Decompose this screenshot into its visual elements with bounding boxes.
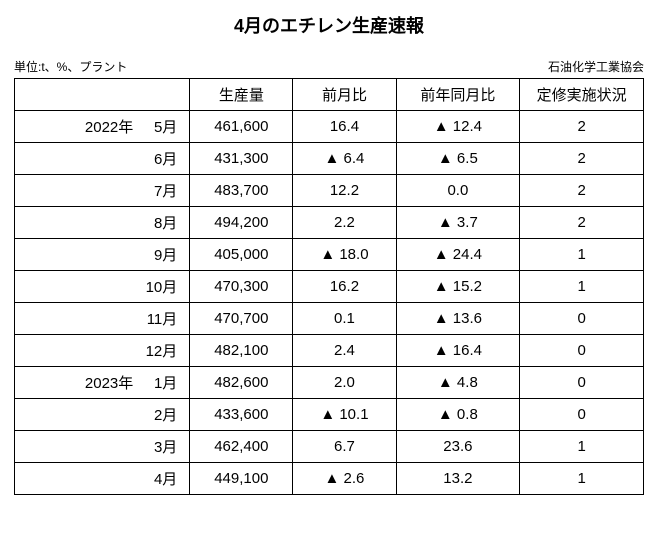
cell-maintenance: 2	[520, 111, 644, 143]
table-row: 2023年1月482,6002.0▲ 4.80	[15, 367, 644, 399]
cell-maintenance: 1	[520, 431, 644, 463]
header-mom: 前月比	[293, 79, 396, 111]
header-period	[15, 79, 190, 111]
cell-period: 12月	[15, 335, 190, 367]
cell-period: 2023年1月	[15, 367, 190, 399]
cell-mom: ▲ 10.1	[293, 399, 396, 431]
cell-yoy: ▲ 24.4	[396, 239, 520, 271]
period-month: 8月	[133, 212, 177, 233]
cell-period: 8月	[15, 207, 190, 239]
cell-yoy: ▲ 12.4	[396, 111, 520, 143]
period-month: 9月	[133, 244, 177, 265]
cell-mom: 0.1	[293, 303, 396, 335]
cell-period: 9月	[15, 239, 190, 271]
period-month: 6月	[133, 148, 177, 169]
cell-period: 10月	[15, 271, 190, 303]
cell-period: 2022年5月	[15, 111, 190, 143]
cell-mom: 2.4	[293, 335, 396, 367]
cell-mom: 12.2	[293, 175, 396, 207]
cell-maintenance: 2	[520, 175, 644, 207]
cell-mom: 2.2	[293, 207, 396, 239]
cell-production: 494,200	[190, 207, 293, 239]
header-yoy: 前年同月比	[396, 79, 520, 111]
cell-yoy: ▲ 4.8	[396, 367, 520, 399]
cell-period: 11月	[15, 303, 190, 335]
table-row: 2月 433,600▲ 10.1▲ 0.80	[15, 399, 644, 431]
cell-production: 482,600	[190, 367, 293, 399]
cell-production: 461,600	[190, 111, 293, 143]
table-row: 3月 462,4006.723.61	[15, 431, 644, 463]
cell-maintenance: 0	[520, 303, 644, 335]
cell-production: 462,400	[190, 431, 293, 463]
period-month: 1月	[133, 372, 177, 393]
table-row: 8月 494,2002.2▲ 3.72	[15, 207, 644, 239]
cell-maintenance: 1	[520, 463, 644, 495]
header-maintenance: 定修実施状況	[520, 79, 644, 111]
cell-production: 449,100	[190, 463, 293, 495]
cell-production: 470,700	[190, 303, 293, 335]
cell-yoy: ▲ 13.6	[396, 303, 520, 335]
cell-maintenance: 1	[520, 271, 644, 303]
cell-maintenance: 1	[520, 239, 644, 271]
table-row: 2022年5月461,60016.4▲ 12.42	[15, 111, 644, 143]
cell-period: 4月	[15, 463, 190, 495]
period-month: 2月	[133, 404, 177, 425]
period-month: 12月	[133, 340, 177, 361]
table-row: 12月 482,1002.4▲ 16.40	[15, 335, 644, 367]
unit-label: 単位:t、%、プラント	[14, 58, 127, 75]
cell-production: 470,300	[190, 271, 293, 303]
cell-yoy: ▲ 16.4	[396, 335, 520, 367]
cell-yoy: 23.6	[396, 431, 520, 463]
period-year: 2023年	[73, 372, 133, 393]
period-month: 3月	[133, 436, 177, 457]
cell-period: 6月	[15, 143, 190, 175]
page-title: 4月のエチレン生産速報	[14, 12, 644, 38]
table-row: 7月 483,70012.20.02	[15, 175, 644, 207]
period-month: 10月	[133, 276, 177, 297]
cell-period: 3月	[15, 431, 190, 463]
cell-mom: ▲ 18.0	[293, 239, 396, 271]
cell-mom: 6.7	[293, 431, 396, 463]
period-month: 7月	[133, 180, 177, 201]
table-row: 9月 405,000▲ 18.0▲ 24.41	[15, 239, 644, 271]
period-year: 2022年	[73, 116, 133, 137]
cell-yoy: 0.0	[396, 175, 520, 207]
meta-row: 単位:t、%、プラント 石油化学工業協会	[14, 58, 644, 75]
cell-mom: 2.0	[293, 367, 396, 399]
cell-production: 431,300	[190, 143, 293, 175]
period-month: 5月	[133, 116, 177, 137]
table-row: 10月 470,30016.2▲ 15.21	[15, 271, 644, 303]
cell-maintenance: 0	[520, 335, 644, 367]
cell-yoy: ▲ 3.7	[396, 207, 520, 239]
cell-period: 7月	[15, 175, 190, 207]
cell-yoy: ▲ 0.8	[396, 399, 520, 431]
cell-period: 2月	[15, 399, 190, 431]
cell-production: 433,600	[190, 399, 293, 431]
cell-mom: 16.4	[293, 111, 396, 143]
table-row: 11月 470,7000.1▲ 13.60	[15, 303, 644, 335]
cell-maintenance: 2	[520, 207, 644, 239]
table-row: 6月 431,300▲ 6.4▲ 6.52	[15, 143, 644, 175]
cell-mom: ▲ 6.4	[293, 143, 396, 175]
cell-production: 482,100	[190, 335, 293, 367]
cell-mom: ▲ 2.6	[293, 463, 396, 495]
cell-maintenance: 2	[520, 143, 644, 175]
period-month: 11月	[133, 308, 177, 329]
table-row: 4月 449,100▲ 2.613.21	[15, 463, 644, 495]
cell-mom: 16.2	[293, 271, 396, 303]
header-production: 生産量	[190, 79, 293, 111]
source-label: 石油化学工業協会	[548, 58, 644, 75]
cell-maintenance: 0	[520, 399, 644, 431]
cell-yoy: ▲ 6.5	[396, 143, 520, 175]
ethylene-table: 生産量 前月比 前年同月比 定修実施状況 2022年5月461,60016.4▲…	[14, 78, 644, 495]
cell-maintenance: 0	[520, 367, 644, 399]
cell-production: 405,000	[190, 239, 293, 271]
cell-yoy: 13.2	[396, 463, 520, 495]
period-month: 4月	[133, 468, 177, 489]
cell-production: 483,700	[190, 175, 293, 207]
header-row: 生産量 前月比 前年同月比 定修実施状況	[15, 79, 644, 111]
cell-yoy: ▲ 15.2	[396, 271, 520, 303]
